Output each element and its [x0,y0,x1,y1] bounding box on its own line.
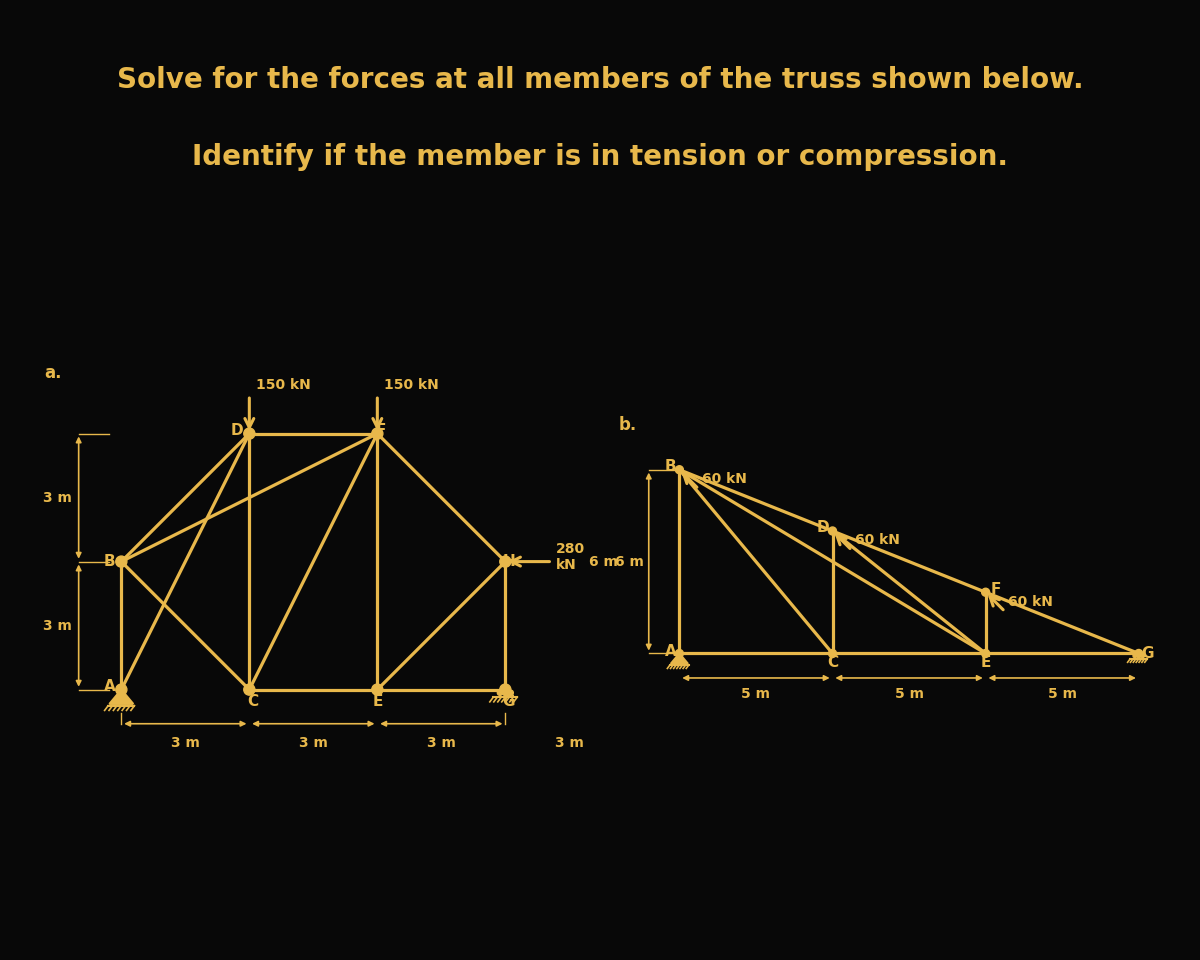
Text: 150 kN: 150 kN [256,378,311,392]
Circle shape [115,684,127,695]
Text: D: D [232,422,244,438]
Text: A: A [665,644,677,660]
Circle shape [982,650,990,658]
Text: A: A [103,679,115,694]
Circle shape [982,588,990,596]
Polygon shape [671,654,688,663]
Polygon shape [109,689,133,704]
Circle shape [115,556,127,567]
Circle shape [503,690,508,695]
Circle shape [676,650,683,658]
Text: 150 kN: 150 kN [384,378,439,392]
Text: 60 kN: 60 kN [1008,594,1054,609]
Text: 3 m: 3 m [554,735,583,750]
Text: C: C [827,655,838,670]
Text: 3 m: 3 m [299,735,328,750]
Text: Identify if the member is in tension or compression.: Identify if the member is in tension or … [192,143,1008,172]
Circle shape [497,690,503,695]
Text: 3 m: 3 m [170,735,199,750]
Text: G: G [1141,646,1154,661]
Text: 5 m: 5 m [742,686,770,701]
Circle shape [244,684,254,695]
Text: 60 kN: 60 kN [856,534,900,547]
Circle shape [508,690,514,695]
Text: a.: a. [44,364,62,382]
Circle shape [1136,654,1141,658]
Circle shape [1141,654,1145,658]
Circle shape [676,466,683,473]
Text: C: C [247,694,258,709]
Text: D: D [816,520,829,536]
Text: E: E [372,694,383,709]
Circle shape [372,684,383,695]
Circle shape [244,428,254,439]
Text: E: E [980,655,991,670]
Text: 5 m: 5 m [894,686,924,701]
Text: Solve for the forces at all members of the truss shown below.: Solve for the forces at all members of t… [116,65,1084,94]
Text: H: H [503,554,515,569]
Circle shape [828,650,836,658]
Text: G: G [503,694,515,709]
Text: F: F [376,422,386,438]
Circle shape [372,428,383,439]
Text: 5 m: 5 m [1048,686,1076,701]
Text: F: F [990,582,1001,597]
Text: 60 kN: 60 kN [702,472,746,486]
Text: 3 m: 3 m [43,491,72,505]
Circle shape [828,527,836,535]
Text: B: B [103,554,115,569]
Circle shape [1133,654,1136,658]
Text: 3 m: 3 m [427,735,456,750]
Circle shape [499,684,511,695]
Circle shape [499,556,511,567]
Text: b.: b. [618,416,636,434]
Text: 280
kN: 280 kN [556,542,584,572]
Text: 3 m: 3 m [43,618,72,633]
Text: B: B [665,459,676,474]
Text: 6 m: 6 m [616,555,644,568]
Circle shape [1135,650,1142,658]
Text: 6 m: 6 m [589,555,618,568]
